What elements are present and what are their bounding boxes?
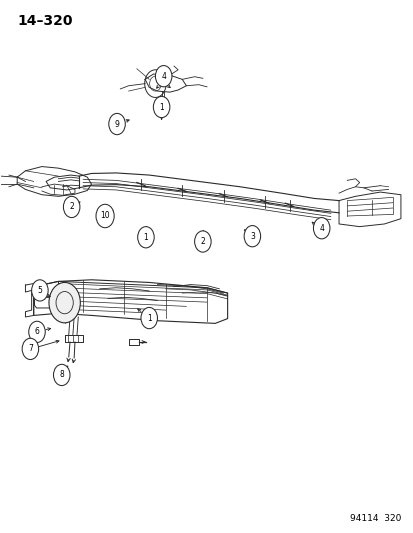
Circle shape xyxy=(155,66,171,87)
Circle shape xyxy=(109,114,125,135)
Text: 10: 10 xyxy=(100,212,109,221)
Text: 5: 5 xyxy=(37,286,42,295)
Text: 4: 4 xyxy=(318,224,323,233)
Text: 9: 9 xyxy=(114,119,119,128)
Text: 2: 2 xyxy=(200,237,205,246)
Circle shape xyxy=(53,365,70,385)
Text: 3: 3 xyxy=(249,232,254,241)
Text: 7: 7 xyxy=(28,344,33,353)
Text: 1: 1 xyxy=(147,313,151,322)
Circle shape xyxy=(31,280,48,301)
Text: 1: 1 xyxy=(159,102,164,111)
Circle shape xyxy=(96,204,114,228)
Circle shape xyxy=(22,338,38,360)
Text: 1: 1 xyxy=(143,233,148,242)
Text: 8: 8 xyxy=(59,370,64,379)
Circle shape xyxy=(141,308,157,329)
Text: 2: 2 xyxy=(69,203,74,212)
Circle shape xyxy=(138,227,154,248)
Circle shape xyxy=(49,282,80,323)
Circle shape xyxy=(63,196,80,217)
Circle shape xyxy=(194,231,211,252)
Circle shape xyxy=(28,321,45,343)
Circle shape xyxy=(153,96,169,118)
Circle shape xyxy=(244,225,260,247)
Text: 4: 4 xyxy=(161,71,166,80)
Text: 6: 6 xyxy=(34,327,39,336)
Text: 94114  320: 94114 320 xyxy=(349,514,400,523)
Text: 14–320: 14–320 xyxy=(17,14,73,28)
Circle shape xyxy=(313,217,329,239)
